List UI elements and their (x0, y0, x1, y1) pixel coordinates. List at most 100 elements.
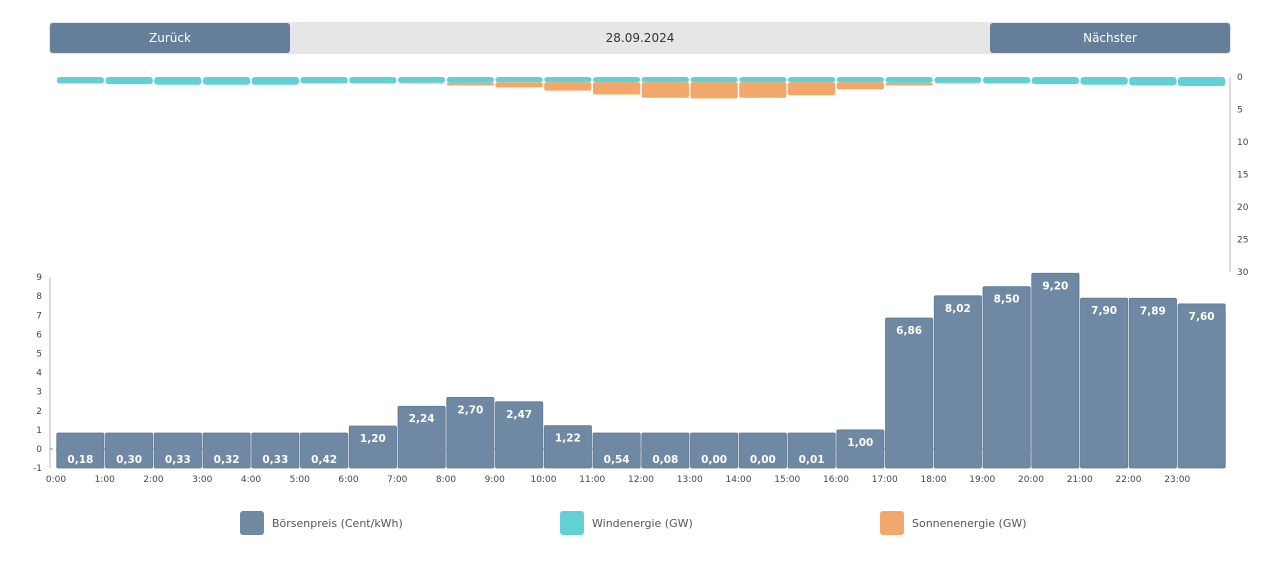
x-tick-label: 18:00 (921, 475, 947, 485)
wind-bar (1129, 77, 1177, 86)
price-bar (1031, 272, 1080, 469)
wind-bar (739, 77, 787, 83)
price-data-label: 7,90 (1091, 305, 1117, 317)
price-data-label: 2,47 (506, 409, 532, 421)
wind-bar (1178, 77, 1226, 87)
price-data-label: 1,00 (847, 437, 873, 449)
price-y-tick-label: 4 (36, 369, 42, 379)
price-y-tick-label: 7 (36, 311, 42, 321)
solar-bar (836, 82, 884, 90)
solar-bar (544, 82, 592, 91)
wind-bar (154, 77, 202, 85)
price-y-tick-label: 3 (36, 388, 42, 398)
price-bar (153, 432, 202, 469)
solar-bar (690, 82, 738, 99)
price-data-label: 8,02 (945, 303, 971, 315)
wind-bar (300, 77, 348, 84)
energy-price-chart: -1 0 1 2 3 4 5 6 7 8 9 0,18 0,30 0,33 0,32 0,33 0,42 1,20… (33, 73, 1249, 485)
wind-bar (836, 77, 884, 83)
price-data-label: 0,18 (67, 454, 93, 466)
solar-bar (593, 82, 641, 95)
wind-bar (593, 77, 641, 83)
x-tick-label: 1:00 (95, 475, 115, 485)
price-y-tick-label: 8 (36, 292, 42, 302)
price-data-label: 7,60 (1189, 311, 1215, 323)
x-tick-label: 9:00 (485, 475, 505, 485)
x-tick-label: 23:00 (1164, 475, 1190, 485)
price-data-label: 0,32 (214, 454, 240, 466)
energy-y-tick-label: 15 (1237, 171, 1248, 181)
energy-y-tick-label: 10 (1237, 138, 1249, 148)
x-tick-label: 0:00 (46, 475, 66, 485)
price-bar (251, 432, 300, 469)
wind-bar (251, 77, 299, 85)
price-bar (397, 405, 446, 469)
legend-label-wind: Windenergie (GW) (592, 516, 693, 530)
wind-bar (56, 77, 104, 84)
x-tick-label: 11:00 (579, 475, 605, 485)
wind-bar (934, 77, 982, 83)
price-bar (446, 397, 495, 469)
x-tick-label: 4:00 (241, 475, 261, 485)
solar-bar (885, 82, 933, 86)
price-y-tick-label: 5 (36, 350, 42, 360)
previous-day-button[interactable]: Zurück (50, 23, 290, 53)
price-y-tick-label: 0 (36, 445, 42, 455)
price-y-tick-label: -1 (33, 464, 42, 474)
x-tick-label: 19:00 (969, 475, 995, 485)
price-bar (300, 432, 349, 469)
x-tick-label: 14:00 (726, 475, 752, 485)
solar-bar (446, 82, 494, 86)
x-tick-label: 20:00 (1018, 475, 1044, 485)
solar-bar (641, 82, 689, 98)
wind-bar (398, 77, 446, 83)
price-bar (543, 425, 592, 469)
price-bar (348, 425, 397, 469)
wind-bar (983, 77, 1031, 84)
solar-bar (398, 82, 446, 84)
price-bar (885, 317, 934, 469)
legend-swatch-wind (560, 511, 584, 535)
wind-bar (349, 77, 397, 84)
x-tick-label: 22:00 (1116, 475, 1142, 485)
energy-y-tick-label: 20 (1237, 203, 1249, 213)
price-data-label: 0,33 (165, 454, 191, 466)
wind-bar (885, 77, 933, 83)
price-bar (1177, 303, 1226, 469)
energy-y-tick-label: 5 (1237, 106, 1243, 116)
price-data-label: 0,54 (604, 454, 630, 466)
wind-bar (495, 77, 543, 83)
energy-y-tick-label: 25 (1237, 236, 1248, 246)
x-tick-label: 12:00 (628, 475, 654, 485)
price-data-label: 0,42 (311, 454, 337, 466)
x-tick-label: 6:00 (338, 475, 358, 485)
wind-bar (690, 77, 738, 83)
legend-label-price: Börsenpreis (Cent/kWh) (272, 516, 403, 530)
price-y-tick-label: 6 (36, 330, 42, 340)
price-data-label: 0,33 (262, 454, 288, 466)
price-y-tick-label: 9 (36, 273, 42, 283)
energy-y-tick-label: 30 (1237, 268, 1249, 278)
legend-item-price[interactable]: Börsenpreis (Cent/kWh) (240, 511, 403, 535)
solar-bar (934, 82, 982, 84)
legend-item-solar[interactable]: Sonnenenergie (GW) (880, 511, 1027, 535)
x-tick-label: 3:00 (192, 475, 212, 485)
wind-bar (1031, 77, 1079, 85)
price-bar (982, 286, 1031, 469)
price-data-label: 9,20 (1042, 280, 1068, 292)
next-day-button[interactable]: Nächster (990, 23, 1230, 53)
solar-bar (739, 82, 787, 98)
price-y-tick-label: 2 (36, 407, 42, 417)
x-tick-label: 8:00 (436, 475, 456, 485)
price-data-label: 7,89 (1140, 305, 1166, 317)
x-tick-label: 17:00 (872, 475, 898, 485)
wind-bar (1080, 77, 1128, 85)
price-bar (495, 401, 544, 469)
price-data-label: 1,22 (555, 433, 581, 445)
price-data-label: 8,50 (994, 294, 1020, 306)
legend-item-wind[interactable]: Windenergie (GW) (560, 511, 693, 535)
price-bar (933, 295, 982, 469)
price-data-label: 0,30 (116, 454, 142, 466)
x-tick-label: 5:00 (290, 475, 310, 485)
price-bar (1128, 297, 1177, 469)
